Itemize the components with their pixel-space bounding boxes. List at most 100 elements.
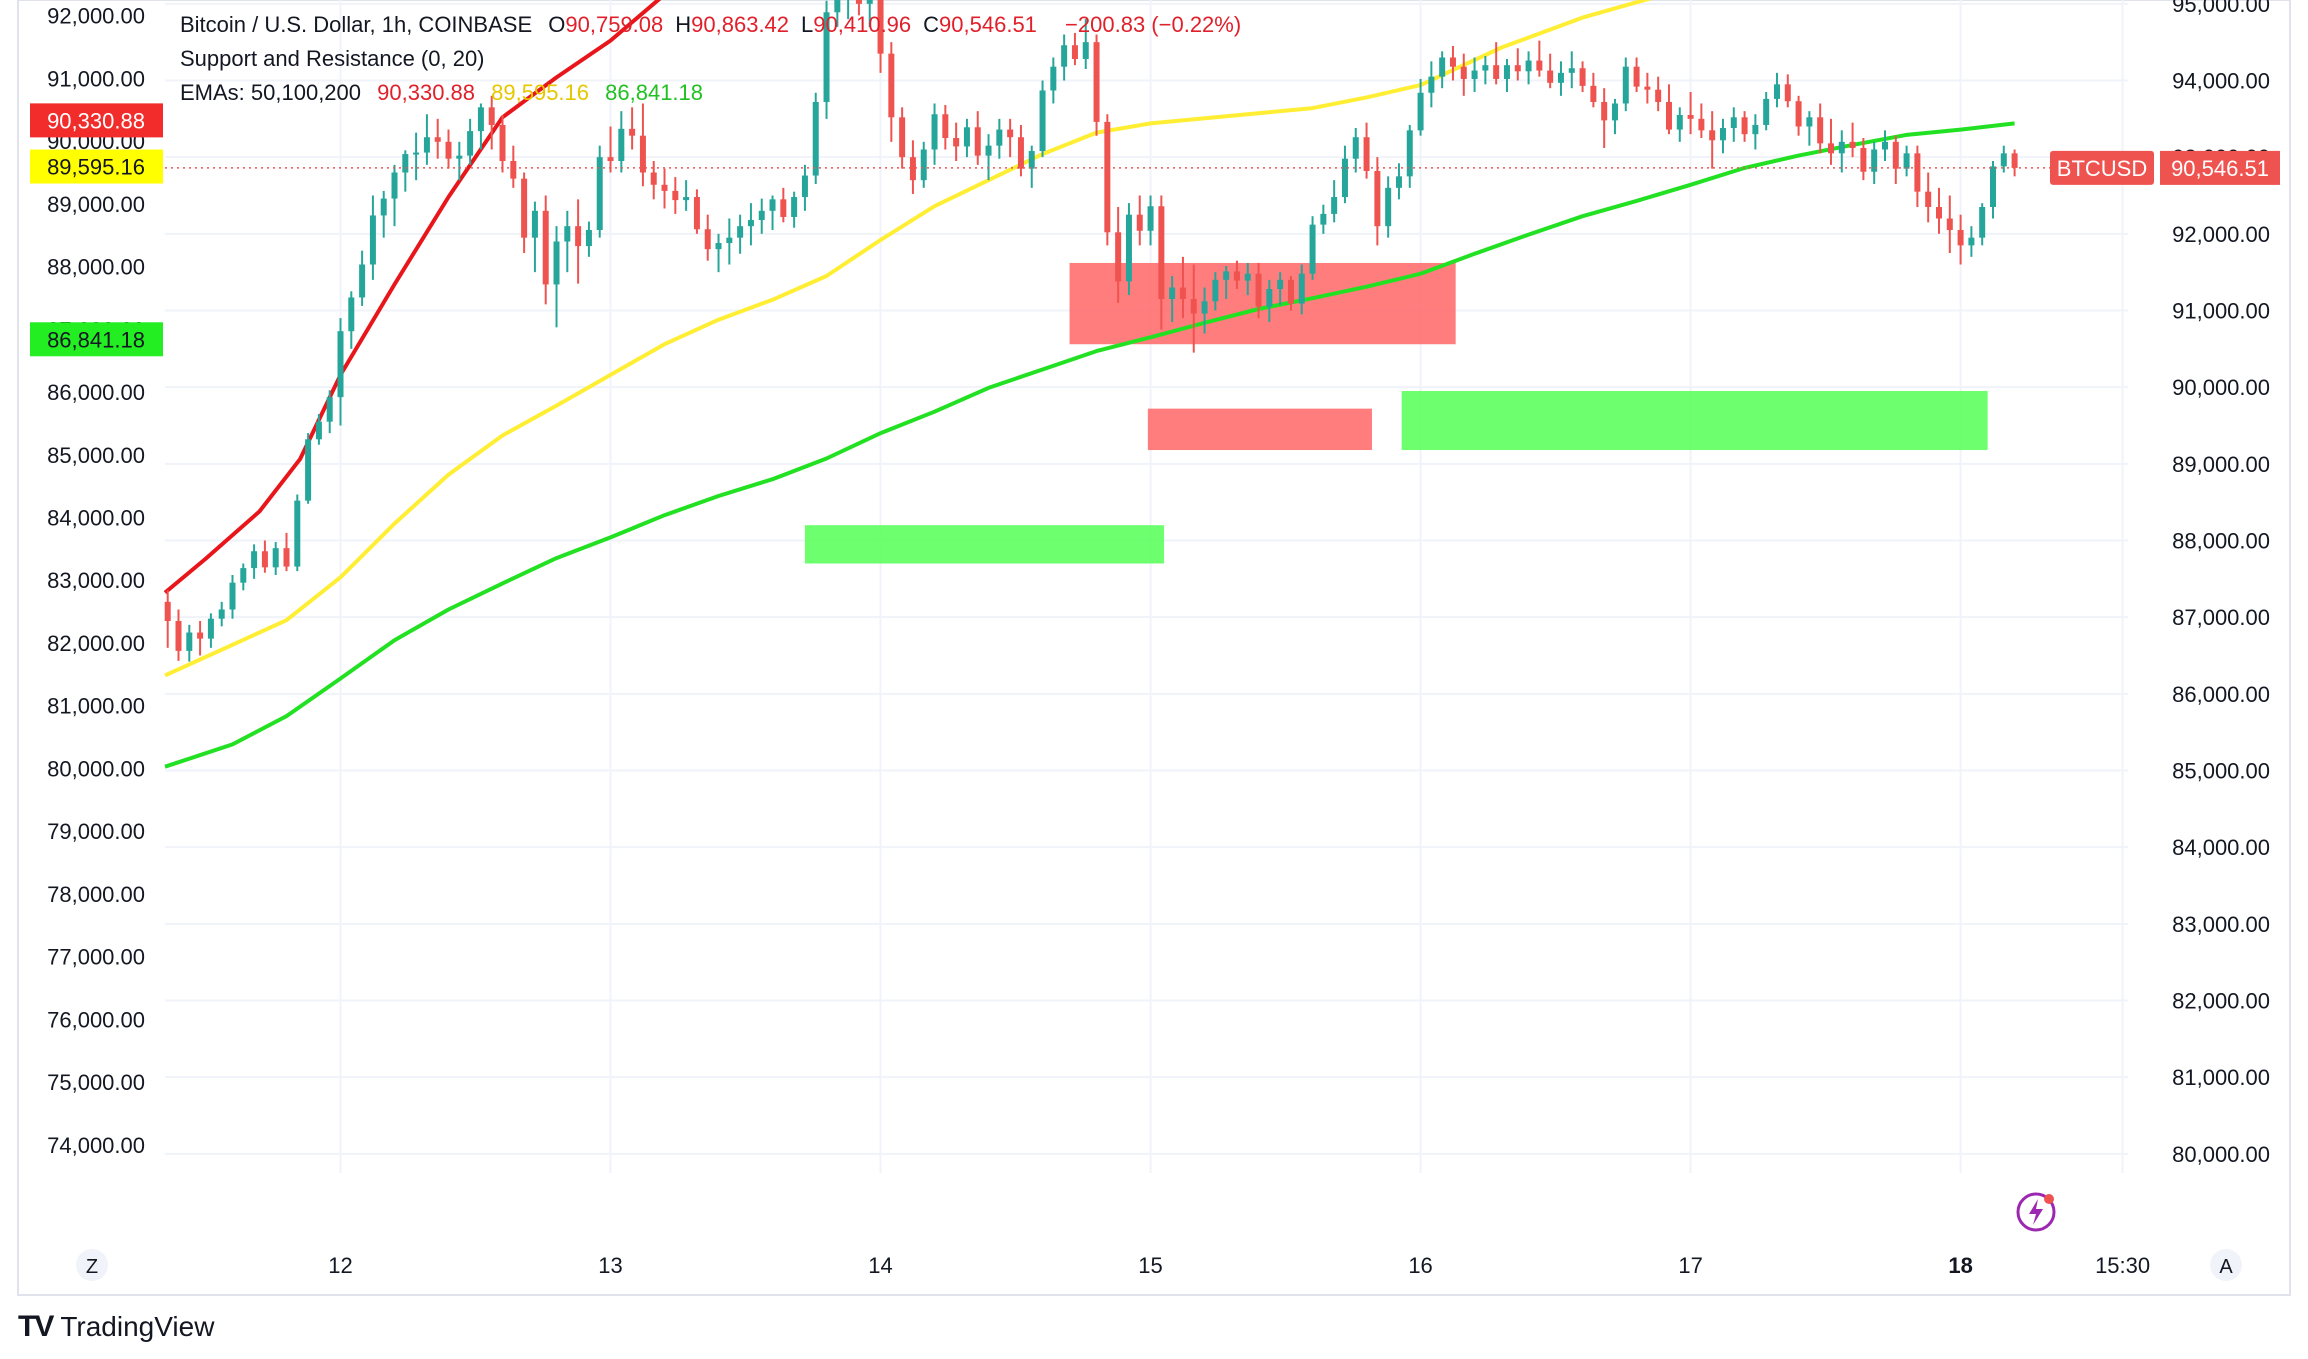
candle-down[interactable] [521,178,528,238]
candle-down[interactable] [1687,115,1694,119]
candle-down[interactable] [1233,271,1240,281]
candle-up[interactable] [207,618,214,639]
candle-up[interactable] [1557,72,1564,83]
candle-up[interactable] [1471,70,1478,79]
candle-down[interactable] [1363,137,1370,171]
candle-up[interactable] [1341,158,1348,198]
candle-down[interactable] [855,0,862,4]
auto-scale-button-label[interactable]: A [2219,1256,2233,1278]
candle-up[interactable] [1395,176,1402,188]
candle-down[interactable] [1071,45,1078,60]
legend-ema-title[interactable]: EMAs: 50,100,200 [180,80,362,105]
candle-up[interactable] [380,198,387,216]
candle-up[interactable] [1050,66,1057,91]
candle-up[interactable] [423,137,430,153]
candle-up[interactable] [337,331,344,398]
candle-up[interactable] [1763,98,1770,125]
legend-indicator-row[interactable]: Support and Resistance (0, 20) [180,46,495,72]
candle-down[interactable] [1849,141,1856,148]
candle-down[interactable] [1255,273,1262,307]
tradingview-logo[interactable]: TV TradingView [18,1310,214,1344]
candle-up[interactable] [1298,273,1305,304]
candle-down[interactable] [1946,218,1953,231]
candle-up[interactable] [1244,273,1251,281]
candle-up[interactable] [683,197,690,201]
candle-up[interactable] [823,12,830,102]
candle-down[interactable] [1449,57,1456,67]
candle-up[interactable] [1903,153,1910,169]
candle-down[interactable] [510,161,517,179]
candle-down[interactable] [1709,130,1716,141]
candle-down[interactable] [1115,232,1122,282]
candle-down[interactable] [175,621,182,651]
candle-down[interactable] [607,157,614,161]
candle-up[interactable] [737,226,744,238]
candle-up[interactable] [1147,206,1154,231]
candle-up[interactable] [1385,187,1392,227]
candle-up[interactable] [391,172,398,199]
candle-up[interactable] [315,421,322,440]
candle-up[interactable] [1352,137,1359,159]
candle-down[interactable] [1914,153,1921,192]
candle-up[interactable] [2000,153,2007,167]
legend-indicator[interactable]: Support and Resistance (0, 20) [180,46,485,71]
candle-down[interactable] [629,128,636,136]
candle-down[interactable] [650,172,657,185]
candle-down[interactable] [1590,85,1597,102]
candle-up[interactable] [1212,279,1219,302]
candle-up[interactable] [1223,271,1230,280]
candle-down[interactable] [542,210,549,285]
candle-up[interactable] [1417,92,1424,131]
candle-up[interactable] [186,632,193,651]
candle-up[interactable] [1320,213,1327,225]
candle-up[interactable] [240,568,247,583]
candle-down[interactable] [2011,153,2018,168]
candle-up[interactable] [477,107,484,132]
candle-down[interactable] [1104,121,1111,233]
candle-up[interactable] [758,210,765,221]
candle-up[interactable] [326,397,333,422]
candle-up[interactable] [1082,42,1089,60]
candle-down[interactable] [1655,89,1662,102]
candle-down[interactable] [1665,101,1672,130]
candle-up[interactable] [531,210,538,238]
candle-down[interactable] [1179,287,1186,300]
candle-down[interactable] [909,157,916,181]
candle-down[interactable] [1817,117,1824,144]
candle-down[interactable] [704,229,711,250]
candle-up[interactable] [747,220,754,227]
candle-up[interactable] [812,101,819,176]
candle-down[interactable] [661,184,668,191]
candle-up[interactable] [1503,65,1510,79]
candle-down[interactable] [1158,206,1165,299]
candle-up[interactable] [359,264,366,298]
candle-up[interactable] [769,199,776,211]
candle-down[interactable] [899,117,906,158]
candle-down[interactable] [1784,84,1791,102]
auto-scale-button[interactable] [2210,1249,2242,1281]
candle-up[interactable] [1773,84,1780,99]
z-button-label[interactable]: Z [86,1256,98,1278]
candle-down[interactable] [1136,214,1143,231]
candle-up[interactable] [801,175,808,198]
candle-down[interactable] [283,548,290,567]
candle-up[interactable] [1125,214,1132,282]
candle-up[interactable] [1439,57,1446,77]
candle-down[interactable] [1536,60,1543,71]
candle-up[interactable] [1622,66,1629,104]
candle-up[interactable] [1989,166,1996,207]
candle-down[interactable] [1017,137,1024,169]
candle-up[interactable] [1039,90,1046,152]
candle-down[interactable] [1287,279,1294,304]
candle-up[interactable] [1428,76,1435,93]
candle-down[interactable] [1795,101,1802,127]
candle-up[interactable] [963,127,970,147]
candle-down[interactable] [1093,42,1100,122]
candle-down[interactable] [1514,65,1521,72]
candle-up[interactable] [1482,65,1489,71]
candle-up[interactable] [553,241,560,285]
candle-up[interactable] [1979,207,1986,238]
candle-down[interactable] [1698,118,1705,131]
candle-down[interactable] [1925,191,1932,207]
candle-down[interactable] [888,53,895,118]
